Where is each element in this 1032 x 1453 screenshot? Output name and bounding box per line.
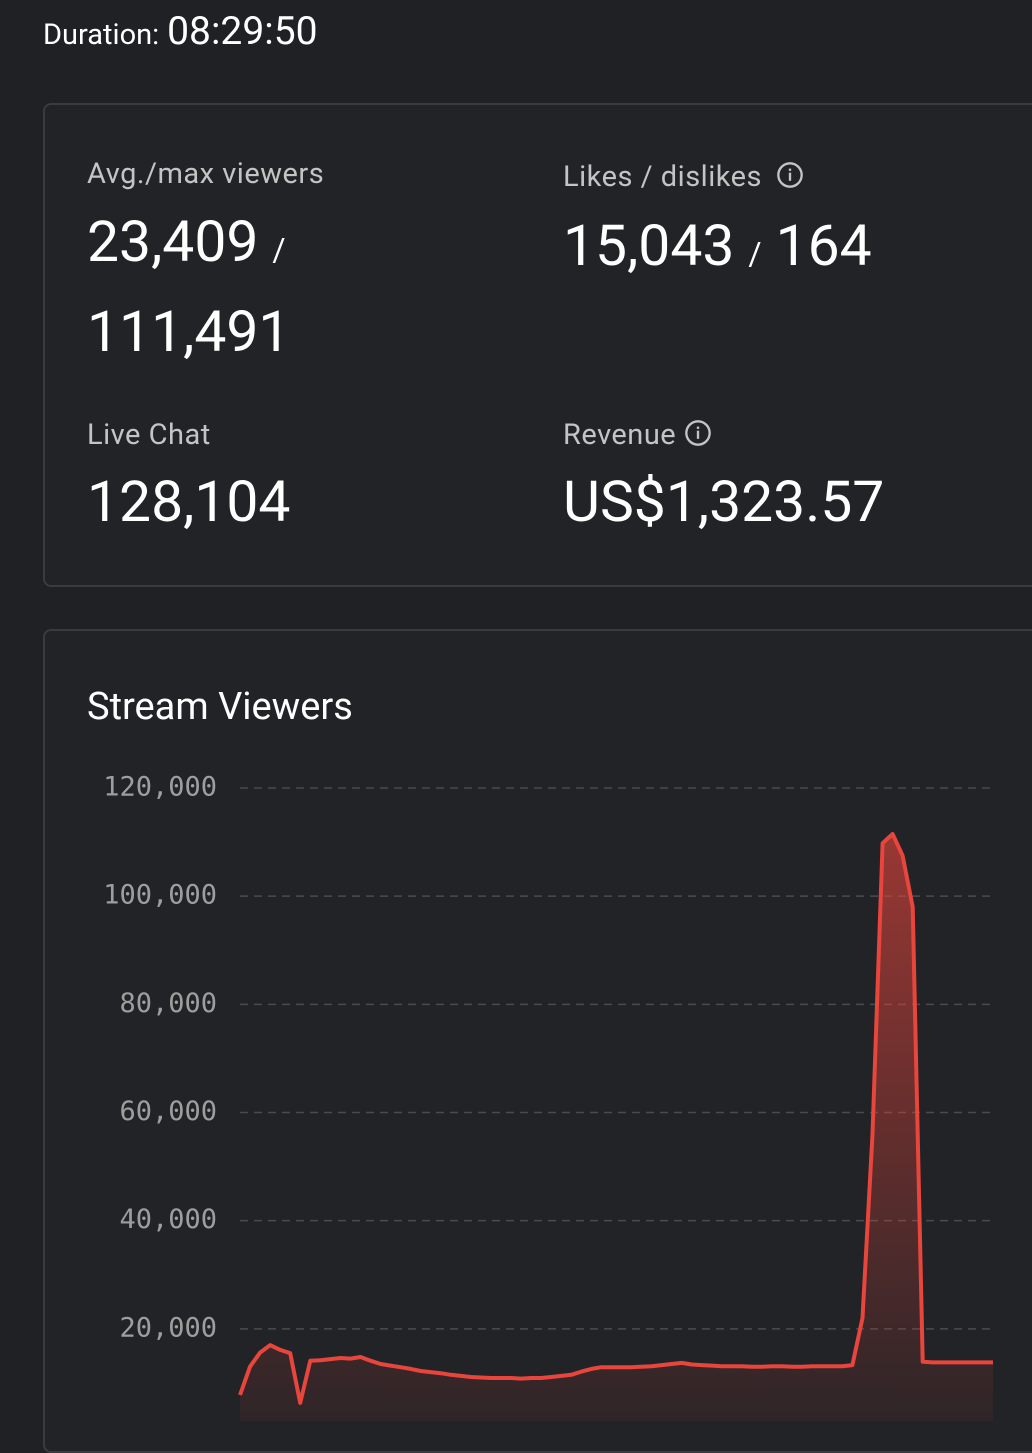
y-tick-label: 20,000 [119,1312,217,1343]
stat-value: 128,104 [87,468,291,535]
stat-value: 23,409 / 111,491 [87,201,300,373]
value2: 164 [775,212,872,279]
stat-label: Avg./max viewers [87,157,325,191]
stat-label: Live Chat [87,418,211,452]
stat-value: 15,043 / 164 [563,205,872,295]
y-tick-label: 80,000 [119,988,217,1019]
label-text: Revenue [563,418,677,452]
info-icon[interactable] [684,419,712,447]
duration-label: Duration: [43,18,160,52]
stat-label: Revenue [563,418,712,452]
info-icon[interactable] [776,161,804,189]
y-tick-label: 60,000 [119,1096,217,1127]
y-tick-label: 40,000 [119,1204,217,1235]
stats-card: Avg./max viewers 23,409 / 111,491 Likes /… [43,103,1032,587]
stat-label: Likes / dislikes [563,160,804,194]
duration: Duration: 08:29:50 [43,8,318,54]
separator: / [748,235,762,273]
value2: 111,491 [87,298,291,365]
stat-value: US$1,323.57 [563,468,885,535]
y-tick-label: 100,000 [103,880,217,911]
chart-title: Stream Viewers [87,685,353,729]
value: 23,409 [87,208,259,275]
chart: 20,000 40,000 60,000 80,000 100,000 120,000 [103,772,993,1421]
label-text: Likes / dislikes [563,160,763,194]
page: Duration: 08:29:50 Avg./max viewers 23,4… [43,8,1032,1453]
line [238,832,993,1405]
duration-value: 08:29:50 [167,8,318,54]
y-tick-label: 120,000 [103,772,217,803]
value: 15,043 [563,212,735,279]
separator: / [272,231,286,269]
